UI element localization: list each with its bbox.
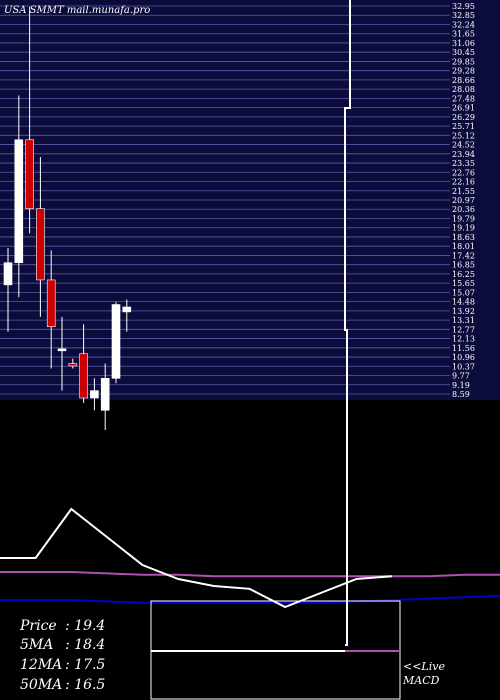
blue-line: [0, 594, 500, 604]
price-tick-label: 19.79: [452, 214, 475, 223]
candle-body: [111, 304, 121, 379]
price-stat-value: : 19.4: [65, 618, 105, 634]
vertical-marker-line: [344, 0, 351, 646]
price-tick-label: 13.92: [452, 307, 475, 316]
ma50-stat-label: 50MA: [20, 677, 62, 693]
price-tick-label: 27.48: [452, 94, 475, 103]
price-tick-label: 20.36: [452, 205, 475, 214]
price-tick-label: 31.65: [452, 30, 475, 39]
white-line: [0, 507, 393, 609]
price-tick-label: 9.19: [452, 381, 470, 390]
price-tick-label: 11.56: [452, 344, 475, 353]
candle-body: [25, 139, 34, 209]
price-axis: 32.9532.8532.2431.6531.0630.4529.8529.28…: [452, 2, 475, 399]
price-tick-label: 21.55: [452, 187, 475, 196]
price-tick-label: 25.12: [452, 131, 475, 140]
price-tick-label: 24.52: [452, 141, 475, 150]
ma50-stat-value: : 16.5: [65, 677, 105, 693]
price-tick-label: 14.48: [452, 298, 475, 307]
price-tick-label: 25.71: [452, 122, 475, 131]
price-tick-label: 10.96: [452, 353, 475, 362]
candle-body: [36, 208, 45, 281]
price-tick-label: 15.07: [452, 288, 475, 297]
price-tick-label: 30.45: [452, 48, 475, 57]
candle-body: [14, 139, 24, 264]
candle-body: [68, 363, 78, 367]
price-tick-label: 12.13: [452, 335, 475, 344]
candle-body: [100, 378, 110, 411]
price-tick-label: 16.85: [452, 261, 475, 270]
price-stat-label: Price: [19, 618, 57, 634]
price-tick-label: 32.85: [452, 11, 475, 20]
price-tick-label: 8.59: [452, 390, 470, 399]
price-tick-label: 13.31: [452, 316, 475, 325]
price-tick-label: 23.94: [452, 150, 475, 159]
price-tick-label: 9.77: [452, 372, 470, 381]
price-tick-label: 15.65: [452, 279, 475, 288]
price-tick-label: 22.76: [452, 168, 475, 177]
candle-body: [79, 353, 88, 399]
ma5-stat-label: 5MA: [20, 637, 53, 653]
macd-label-live: <<Live: [403, 660, 445, 673]
macd-label-name: MACD: [402, 674, 440, 687]
price-tick-label: 28.66: [452, 76, 475, 85]
price-tick-label: 20.97: [452, 196, 475, 205]
price-tick-label: 29.85: [452, 57, 475, 66]
price-tick-label: 18.01: [452, 242, 475, 251]
price-tick-label: 12.77: [452, 325, 475, 334]
candle-body: [3, 262, 13, 286]
indicator-panel: [0, 507, 500, 609]
candlesticks: [3, 6, 132, 430]
chart-title: USA SMMT mail.munafa.pro: [4, 5, 150, 16]
candle-body: [90, 390, 99, 399]
price-tick-label: 22.16: [452, 178, 475, 187]
price-tick-label: 29.28: [452, 67, 475, 76]
price-tick-label: 32.95: [452, 2, 475, 11]
price-tick-label: 16.25: [452, 270, 475, 279]
price-tick-label: 18.63: [452, 233, 475, 242]
ma5-stat-value: : 18.4: [65, 637, 105, 653]
ma12-stat-value: : 17.5: [65, 657, 105, 673]
price-tick-label: 28.08: [452, 85, 475, 94]
price-tick-label: 32.24: [452, 20, 475, 29]
price-tick-label: 19.19: [452, 224, 475, 233]
price-tick-label: 31.06: [452, 39, 475, 48]
violet-line: [0, 571, 500, 578]
price-tick-label: 26.91: [452, 104, 475, 113]
candle-body: [122, 306, 132, 313]
price-tick-label: 26.29: [452, 113, 475, 122]
candle-body: [57, 348, 67, 352]
price-tick-label: 23.35: [452, 159, 475, 168]
ma12-stat-label: 12MA: [20, 657, 62, 673]
price-tick-label: 17.42: [452, 251, 475, 260]
candle-body: [46, 279, 56, 327]
grid-lines: [0, 5, 450, 395]
price-tick-label: 10.37: [452, 362, 475, 371]
